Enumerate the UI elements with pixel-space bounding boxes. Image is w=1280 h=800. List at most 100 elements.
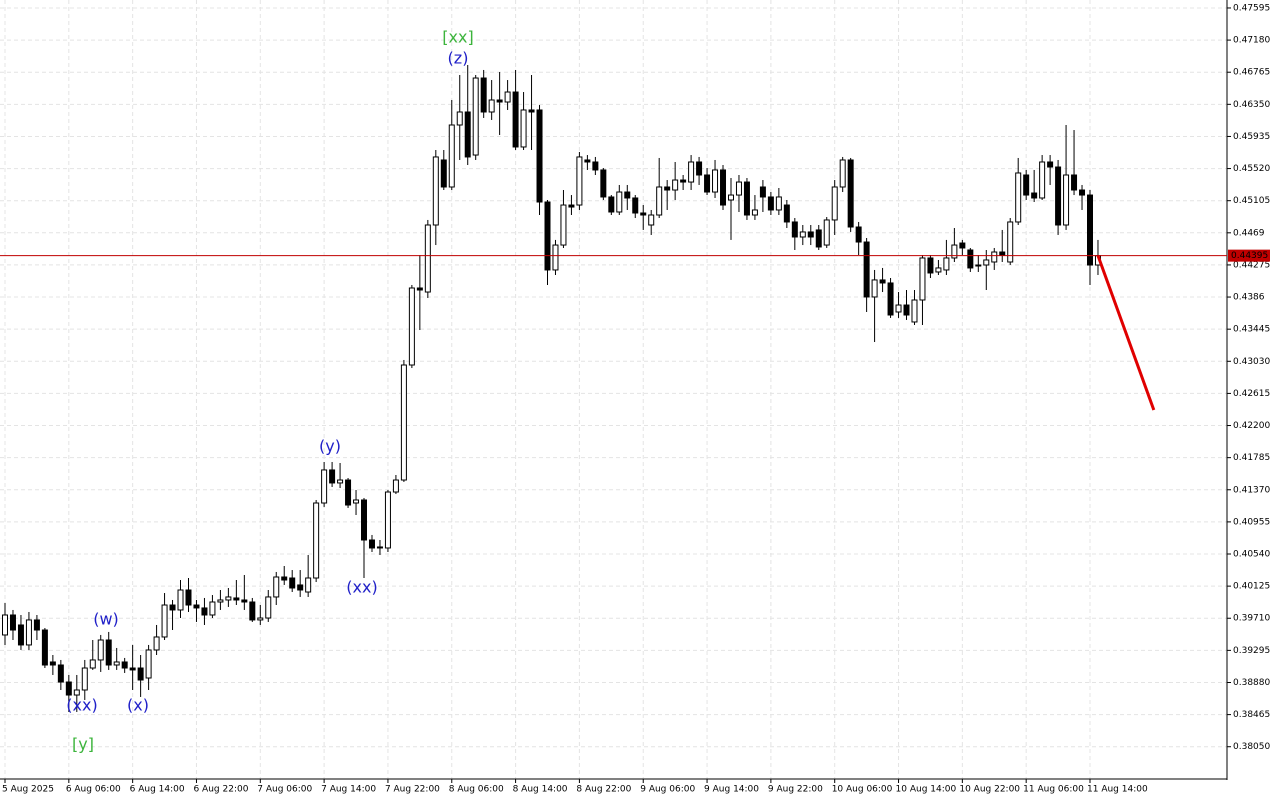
candle-body (257, 617, 264, 621)
candle-body (536, 109, 543, 203)
candle-body (895, 304, 902, 313)
candle-body (241, 599, 248, 603)
candle-body (911, 299, 918, 323)
candle-body (321, 469, 328, 504)
x-tick-label: 10 Aug 22:00 (959, 785, 1020, 795)
x-tick-label: 10 Aug 14:00 (896, 785, 957, 795)
y-tick-label: 0.38880 (1233, 678, 1270, 688)
price-label: 0.44395 (1231, 251, 1268, 261)
wave-label: (xx) (66, 696, 97, 715)
y-tick-label: 0.40125 (1233, 582, 1270, 592)
candle-body (1079, 189, 1086, 196)
wave-label: [xx] (442, 28, 473, 47)
candle-body (512, 91, 519, 148)
y-tick-label: 0.41370 (1233, 485, 1270, 495)
x-tick-label: 11 Aug 06:00 (1023, 785, 1084, 795)
candle-body (544, 201, 551, 271)
y-tick-label: 0.45520 (1233, 164, 1270, 174)
candle-body (696, 161, 703, 176)
y-tick-label: 0.45935 (1233, 132, 1270, 142)
y-tick-label: 0.43445 (1233, 325, 1270, 335)
candle-body (177, 589, 184, 611)
candle-body (720, 169, 727, 206)
candle-body (1015, 172, 1022, 223)
candle-body (967, 249, 974, 269)
x-tick-label: 6 Aug 14:00 (130, 785, 185, 795)
candle-body (337, 479, 344, 484)
candle-body (735, 181, 742, 196)
y-tick-label: 0.47180 (1233, 36, 1270, 46)
candle-body (504, 91, 511, 103)
x-tick-label: 6 Aug 06:00 (66, 785, 121, 795)
candle-body (1039, 161, 1046, 199)
y-tick-label: 0.45105 (1233, 196, 1270, 206)
candle-body (49, 661, 56, 666)
candle-body (472, 77, 479, 156)
candle-body (1071, 174, 1078, 191)
candle-body (233, 597, 240, 601)
candle-body (624, 191, 631, 199)
candle-body (1055, 166, 1062, 226)
candle-body (9, 614, 16, 631)
wave-label: [y] (72, 735, 94, 754)
candle-body (664, 186, 671, 191)
candle-body (648, 214, 655, 226)
candle-body (496, 99, 503, 103)
y-tick-label: 0.38465 (1233, 710, 1270, 720)
candle-body (576, 156, 583, 206)
y-tick-label: 0.47595 (1233, 3, 1270, 13)
wave-label: (x) (127, 696, 149, 715)
candle-body (161, 604, 168, 638)
candle-body (951, 244, 958, 259)
candle-body (743, 181, 750, 216)
candle-body (959, 242, 966, 249)
candle-body (600, 169, 607, 198)
candle-body (656, 186, 663, 216)
candle-body (1023, 174, 1030, 196)
candle-body (943, 257, 950, 271)
candle-body (225, 596, 232, 601)
candle-body (823, 219, 830, 246)
candle-body (855, 226, 862, 243)
candle-body (935, 267, 942, 273)
wave-label: (xx) (346, 578, 377, 597)
candle-body (879, 279, 886, 284)
candle-body (153, 636, 160, 651)
wave-label: (z) (448, 49, 469, 68)
x-tick-label: 10 Aug 06:00 (832, 785, 893, 795)
candle-body (560, 204, 567, 246)
y-tick-label: 0.46765 (1233, 68, 1270, 78)
y-tick-label: 0.40540 (1233, 550, 1270, 560)
y-tick-label: 0.42615 (1233, 389, 1270, 399)
candle-body (1031, 192, 1038, 199)
candle-body (17, 624, 24, 646)
candle-body (983, 259, 990, 266)
candle-body (273, 576, 280, 598)
y-tick-label: 0.39295 (1233, 646, 1270, 656)
candle-body (193, 604, 200, 609)
candle-body (73, 689, 80, 696)
candle-body (169, 604, 176, 611)
x-tick-label: 11 Aug 14:00 (1087, 785, 1148, 795)
candle-body (129, 667, 136, 671)
candle-body (209, 601, 216, 616)
candle-body (759, 186, 766, 198)
y-tick-label: 0.42200 (1233, 421, 1270, 431)
candle-body (608, 196, 615, 213)
candle-body (392, 479, 399, 493)
price-label-box (1228, 249, 1270, 262)
candle-body (799, 231, 806, 238)
x-tick-label: 8 Aug 22:00 (576, 785, 631, 795)
y-tick-label: 0.39710 (1233, 614, 1270, 624)
candle-body (783, 204, 790, 223)
candle-body (185, 589, 192, 606)
x-tick-label: 9 Aug 22:00 (768, 785, 823, 795)
x-tick-label: 9 Aug 14:00 (704, 785, 759, 795)
candle-body (991, 251, 998, 263)
candle-body (361, 499, 368, 541)
candle-body (281, 576, 288, 581)
candle-body (775, 196, 782, 211)
candle-body (384, 491, 391, 549)
candle-body (217, 599, 224, 603)
